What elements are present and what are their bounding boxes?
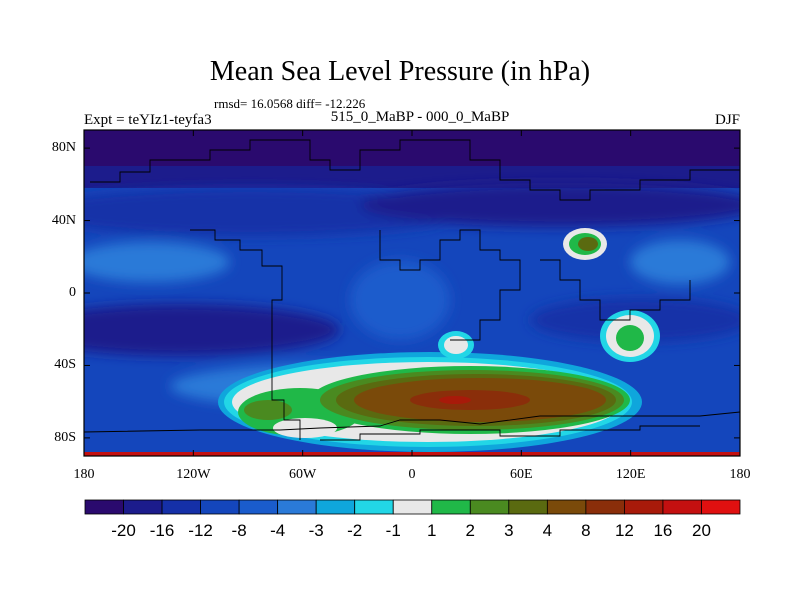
- colorbar-label: -16: [149, 521, 175, 540]
- latitude-tick-label: 40S: [54, 357, 76, 373]
- season-label: DJF: [714, 112, 740, 128]
- longitude-tick-label: 60W: [289, 467, 317, 482]
- colorbar: [84, 499, 741, 515]
- colorbar-swatch: [508, 499, 548, 515]
- plot-title: Mean Sea Level Pressure (in hPa): [209, 56, 591, 87]
- colorbar-swatch: [354, 499, 394, 515]
- colorbar-swatch: [392, 499, 433, 515]
- colorbar-swatch: [624, 499, 664, 515]
- colorbar-label: 12: [614, 521, 634, 540]
- colorbar-label: -3: [308, 521, 324, 540]
- colorbar-swatch: [200, 499, 240, 515]
- axis-ticks: [83, 130, 741, 456]
- colorbar-label: 16: [653, 521, 673, 540]
- colorbar-swatch: [277, 499, 317, 515]
- latitude-tick-label: 40N: [51, 212, 76, 228]
- south-polar-margin: [320, 425, 700, 441]
- colorbar-label: -1: [385, 521, 401, 540]
- longitude-tick-label: 180: [729, 467, 751, 482]
- landmass-west: [190, 229, 301, 440]
- colorbar-swatch: [238, 499, 279, 515]
- landmass-south: [84, 411, 740, 433]
- colorbar-swatch: [662, 499, 702, 515]
- colorbar-swatch: [585, 499, 625, 515]
- colorbar-label: 1: [427, 521, 437, 540]
- continent-outlines: [84, 139, 740, 441]
- colorbar-swatch: [701, 499, 741, 515]
- colorbar-swatch: [315, 499, 356, 515]
- landmass-north: [90, 139, 740, 201]
- colorbar-label: -8: [231, 521, 247, 540]
- colorbar-swatch: [469, 499, 510, 515]
- longitude-tick-label: 60E: [510, 467, 533, 482]
- longitude-tick-label: 120W: [176, 467, 211, 482]
- latitude-tick-label: 80N: [51, 140, 76, 156]
- colorbar-label: -2: [347, 521, 363, 540]
- colorbar-label: 4: [542, 521, 553, 540]
- longitude-tick-label: 120E: [615, 467, 646, 482]
- colorbar-swatch: [546, 499, 587, 515]
- longitude-tick-label: 0: [408, 467, 416, 482]
- colorbar-swatch: [431, 499, 471, 515]
- colorbar-label: 20: [692, 521, 711, 540]
- colorbar-label: -20: [111, 521, 136, 540]
- stats-text: rmsd= 16.0568 diff= -12.226: [214, 96, 366, 111]
- colorbar-swatch: [123, 499, 163, 515]
- colorbar-swatch: [84, 499, 124, 515]
- colorbar-label: 8: [581, 521, 591, 540]
- experiment-label: Expt = teYIz1-teyfa3: [84, 112, 212, 128]
- latitude-tick-label: 80S: [54, 429, 76, 445]
- latitude-tick-label: 0: [69, 285, 76, 300]
- colorbar-label: 2: [465, 521, 476, 540]
- landmass-central: [379, 229, 521, 341]
- colorbar-label: -12: [188, 521, 213, 540]
- longitude-tick-label: 180: [73, 467, 95, 482]
- pressure-field: [84, 130, 740, 456]
- colorbar-swatch: [161, 499, 201, 515]
- colorbar-label: -4: [270, 521, 286, 540]
- landmass-east: [540, 259, 691, 321]
- colorbar-label: 3: [504, 521, 514, 540]
- plot-subtitle: 515_0_MaBP - 000_0_MaBP: [330, 109, 510, 125]
